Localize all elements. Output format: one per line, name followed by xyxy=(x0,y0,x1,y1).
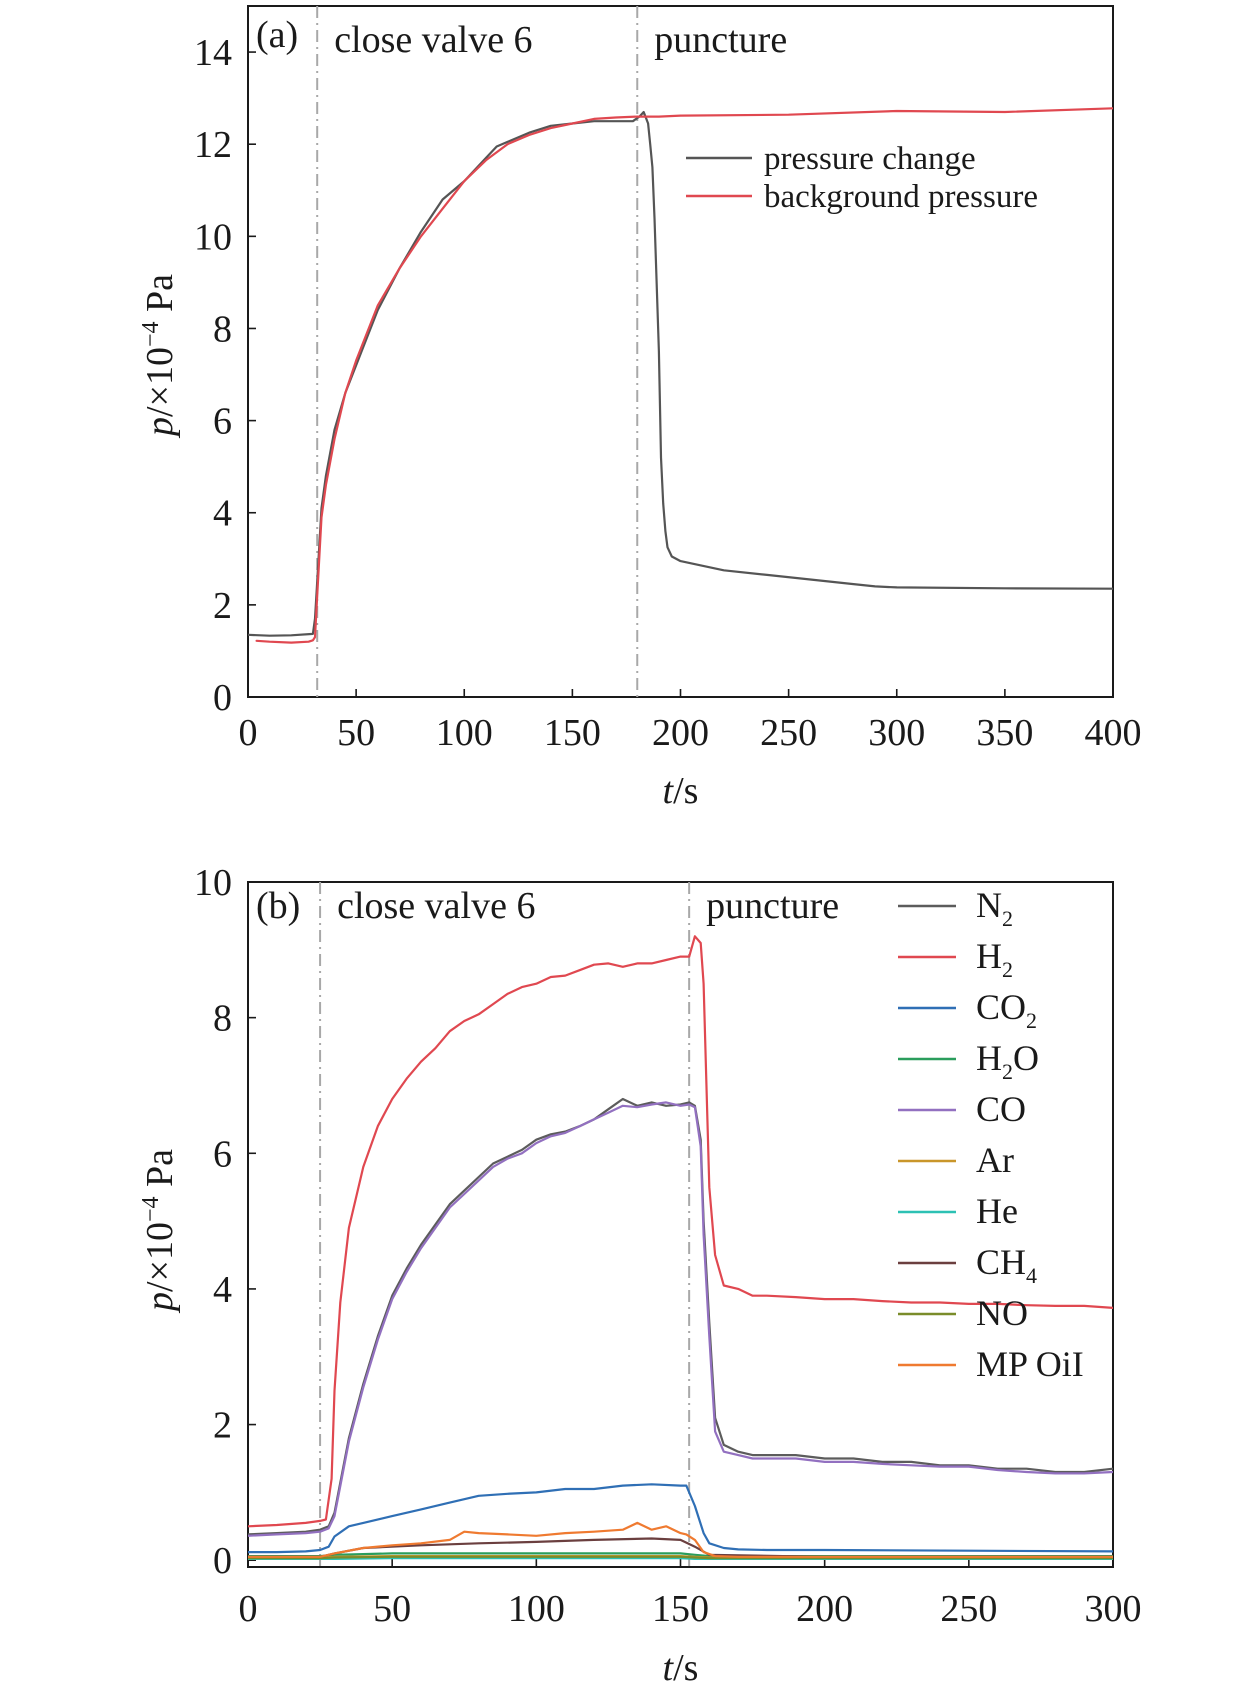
legend: N2 H2 CO2 H2O CO Ar He CH4 NO MP OiI xyxy=(898,885,1084,1384)
x-tick-label: 250 xyxy=(940,1588,997,1630)
legend-label: H2 xyxy=(976,936,1013,982)
y-tick-label: 2 xyxy=(213,585,232,627)
legend-label: CO xyxy=(976,1089,1026,1129)
series-line-0 xyxy=(248,1097,1113,1536)
y-tick-label: 12 xyxy=(194,124,232,166)
y-tick-label: 4 xyxy=(213,493,232,535)
legend-label: H2O xyxy=(976,1038,1039,1084)
x-tick-label: 150 xyxy=(652,1588,709,1630)
series-line-1 xyxy=(255,107,1113,644)
panel-label: (b) xyxy=(256,885,300,927)
x-tick-label: 150 xyxy=(544,712,601,754)
x-tick-label: 350 xyxy=(976,712,1033,754)
y-tick-label: 0 xyxy=(213,677,232,719)
y-tick-label: 4 xyxy=(213,1269,232,1311)
series-line-2 xyxy=(248,1483,1113,1554)
y-tick-label: 2 xyxy=(213,1405,232,1447)
x-tick-label: 250 xyxy=(760,712,817,754)
y-tick-label: 14 xyxy=(194,32,232,74)
x-axis-label: t/s xyxy=(663,1647,699,1689)
series-line-9 xyxy=(248,1521,1113,1558)
y-tick-label: 6 xyxy=(213,401,232,443)
legend-label: N2 xyxy=(976,885,1013,931)
y-tick-label: 8 xyxy=(213,308,232,350)
legend-label: CO2 xyxy=(976,987,1037,1033)
y-tick-label: 0 xyxy=(213,1540,232,1582)
x-tick-label: 100 xyxy=(508,1588,565,1630)
y-axis-label: p/×10−4 Pa xyxy=(138,274,181,439)
series-line-4 xyxy=(248,1101,1113,1537)
legend-label: NO xyxy=(976,1293,1028,1333)
x-tick-label: 200 xyxy=(652,712,709,754)
x-tick-label: 300 xyxy=(868,712,925,754)
x-tick-label: 100 xyxy=(436,712,493,754)
plot-frame xyxy=(247,5,1114,698)
x-tick-label: 300 xyxy=(1085,1588,1142,1630)
series-line-0 xyxy=(248,110,1113,637)
event-marker-label: close valve 6 xyxy=(334,19,532,61)
x-tick-label: 200 xyxy=(796,1588,853,1630)
x-tick-label: 0 xyxy=(239,1588,258,1630)
legend-label: MP OiI xyxy=(976,1344,1084,1384)
y-tick-label: 10 xyxy=(194,862,232,904)
legend-label: Ar xyxy=(976,1140,1014,1180)
series-line-1 xyxy=(248,935,1113,1528)
event-marker-label: close valve 6 xyxy=(337,885,535,927)
x-tick-label: 400 xyxy=(1085,712,1142,754)
y-tick-label: 8 xyxy=(213,998,232,1040)
legend-label: background pressure xyxy=(764,179,1038,215)
series-group xyxy=(248,935,1113,1561)
y-tick-label: 10 xyxy=(194,216,232,258)
y-tick-label: 6 xyxy=(213,1133,232,1175)
legend-label: CH4 xyxy=(976,1242,1037,1288)
legend-label: He xyxy=(976,1191,1018,1231)
y-axis-label: p/×10−4 Pa xyxy=(138,1149,181,1314)
x-tick-label: 50 xyxy=(337,712,375,754)
event-marker-label: puncture xyxy=(706,885,839,927)
x-tick-label: 50 xyxy=(373,1588,411,1630)
panel-label: (a) xyxy=(256,14,298,56)
x-axis-label: t/s xyxy=(663,770,699,812)
series-group xyxy=(248,107,1113,644)
series-line-8 xyxy=(248,1555,1113,1560)
event-marker-label: puncture xyxy=(654,19,787,61)
legend-label: pressure change xyxy=(764,141,976,177)
x-tick-label: 0 xyxy=(239,712,258,754)
chart-panel-1: 0 50 100 150 200 250 300 350 400 0 2 4 6 8 10 12 14 t/s p/… xyxy=(138,5,1142,812)
chart-panel-2: 0 50 100 150 200 250 300 0 2 4 6 8 10 t/s p/×10−4 Pa cl… xyxy=(138,862,1142,1689)
